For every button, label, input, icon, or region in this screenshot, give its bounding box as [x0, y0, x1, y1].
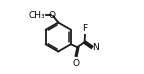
Text: CH₃: CH₃: [28, 11, 45, 20]
Text: N: N: [92, 43, 99, 52]
Text: F: F: [82, 24, 88, 33]
Text: O: O: [49, 11, 56, 20]
Text: O: O: [72, 59, 79, 68]
